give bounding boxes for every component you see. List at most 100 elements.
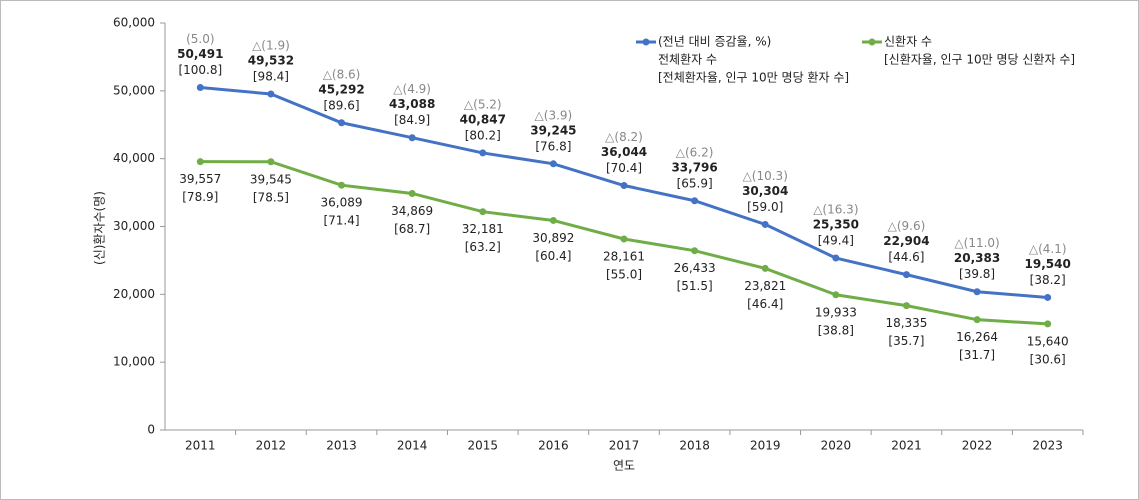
- value-label: 50,491: [177, 47, 223, 61]
- legend-marker: [642, 38, 650, 46]
- point: [620, 235, 628, 243]
- value-label: 26,433: [674, 261, 716, 275]
- x-tick-label: 2013: [326, 439, 357, 453]
- point: [902, 271, 910, 279]
- point: [338, 181, 346, 189]
- rate-label: [60.4]: [535, 249, 571, 263]
- change-label: △(11.0): [954, 236, 999, 250]
- value-label: 16,264: [956, 330, 998, 344]
- value-label: 39,545: [250, 172, 292, 186]
- point: [973, 316, 981, 324]
- rate-label: [46.4]: [747, 297, 783, 311]
- change-label: △(6.2): [676, 145, 714, 159]
- rate-label: [55.0]: [606, 267, 642, 281]
- value-label: 19,933: [815, 305, 857, 319]
- change-label: △(1.9): [252, 39, 290, 53]
- point: [408, 134, 416, 142]
- y-tick-label: 10,000: [113, 355, 155, 369]
- rate-label: [39.8]: [959, 267, 995, 281]
- value-label: 20,383: [954, 251, 1000, 265]
- value-label: 25,350: [813, 218, 859, 232]
- x-tick-label: 2018: [679, 439, 710, 453]
- x-tick-label: 2011: [185, 439, 216, 453]
- point: [761, 220, 769, 228]
- rate-label: [38.2]: [1030, 273, 1066, 287]
- point: [196, 158, 204, 166]
- rate-label: [76.8]: [535, 139, 571, 153]
- rate-label: [44.6]: [888, 250, 924, 264]
- rate-label: [98.4]: [253, 70, 289, 84]
- change-label: △(9.6): [888, 219, 926, 233]
- value-label: 36,044: [601, 145, 647, 159]
- value-label: 39,245: [530, 123, 576, 137]
- y-tick-label: 50,000: [113, 83, 155, 97]
- rate-label: [59.0]: [747, 200, 783, 214]
- point: [196, 84, 204, 92]
- legend-label: 신환자 수: [884, 35, 932, 49]
- point: [691, 247, 699, 255]
- value-label: 32,181: [462, 222, 504, 236]
- x-tick-label: 2022: [962, 439, 993, 453]
- y-tick-label: 0: [147, 423, 155, 437]
- change-label: △(4.1): [1029, 242, 1067, 256]
- value-label: 34,869: [391, 204, 433, 218]
- legend-note: [전체환자율, 인구 10만 명당 환자 수]: [658, 71, 849, 85]
- rate-label: [84.9]: [394, 113, 430, 127]
- value-label: 43,088: [389, 97, 435, 111]
- rate-label: [63.2]: [465, 240, 501, 254]
- legend-label: 전체환자 수: [658, 53, 717, 67]
- point: [549, 216, 557, 224]
- y-tick-label: 20,000: [113, 287, 155, 301]
- x-tick-label: 2012: [256, 439, 287, 453]
- rate-label: [30.6]: [1030, 352, 1066, 366]
- value-label: 30,892: [532, 231, 574, 245]
- rate-label: [100.8]: [178, 63, 222, 77]
- change-label: (5.0): [186, 32, 214, 46]
- y-tick-label: 60,000: [113, 16, 155, 30]
- value-label: 19,540: [1025, 257, 1071, 271]
- rate-label: [51.5]: [677, 279, 713, 293]
- rate-label: [38.8]: [818, 323, 854, 337]
- point: [1044, 293, 1052, 301]
- point: [338, 119, 346, 127]
- point: [479, 149, 487, 157]
- change-label: △(8.6): [323, 67, 361, 81]
- change-label: △(3.9): [535, 108, 573, 122]
- rate-label: [68.7]: [394, 222, 430, 236]
- rate-label: [89.6]: [323, 98, 359, 112]
- rate-label: [35.7]: [888, 334, 924, 348]
- x-tick-label: 2017: [609, 439, 640, 453]
- value-label: 28,161: [603, 249, 645, 263]
- rate-label: [65.9]: [677, 176, 713, 190]
- x-tick-label: 2019: [750, 439, 781, 453]
- value-label: 39,557: [179, 172, 221, 186]
- point: [479, 208, 487, 216]
- change-label: △(10.3): [743, 169, 788, 183]
- x-tick-label: 2014: [397, 439, 428, 453]
- x-tick-label: 2023: [1032, 439, 1063, 453]
- y-tick-label: 40,000: [113, 151, 155, 165]
- point: [902, 302, 910, 310]
- rate-label: [78.5]: [253, 190, 289, 204]
- rate-label: [78.9]: [182, 190, 218, 204]
- value-label: 15,640: [1027, 334, 1069, 348]
- rate-label: [80.2]: [465, 128, 501, 142]
- value-label: 23,821: [744, 279, 786, 293]
- point: [267, 158, 275, 166]
- value-label: 45,292: [318, 82, 364, 96]
- x-tick-label: 2015: [467, 439, 498, 453]
- legend-note: [신환자율, 인구 10만 명당 신환자 수]: [884, 53, 1075, 67]
- rate-label: [49.4]: [818, 234, 854, 248]
- point: [832, 254, 840, 262]
- point: [832, 291, 840, 299]
- y-tick-label: 30,000: [113, 219, 155, 233]
- change-label: △(4.9): [393, 82, 431, 96]
- x-axis-label: 연도: [613, 459, 635, 473]
- x-tick-label: 2016: [538, 439, 569, 453]
- rate-label: [71.4]: [323, 214, 359, 228]
- value-label: 22,904: [883, 234, 929, 248]
- value-label: 18,335: [885, 316, 927, 330]
- x-tick-label: 2020: [821, 439, 852, 453]
